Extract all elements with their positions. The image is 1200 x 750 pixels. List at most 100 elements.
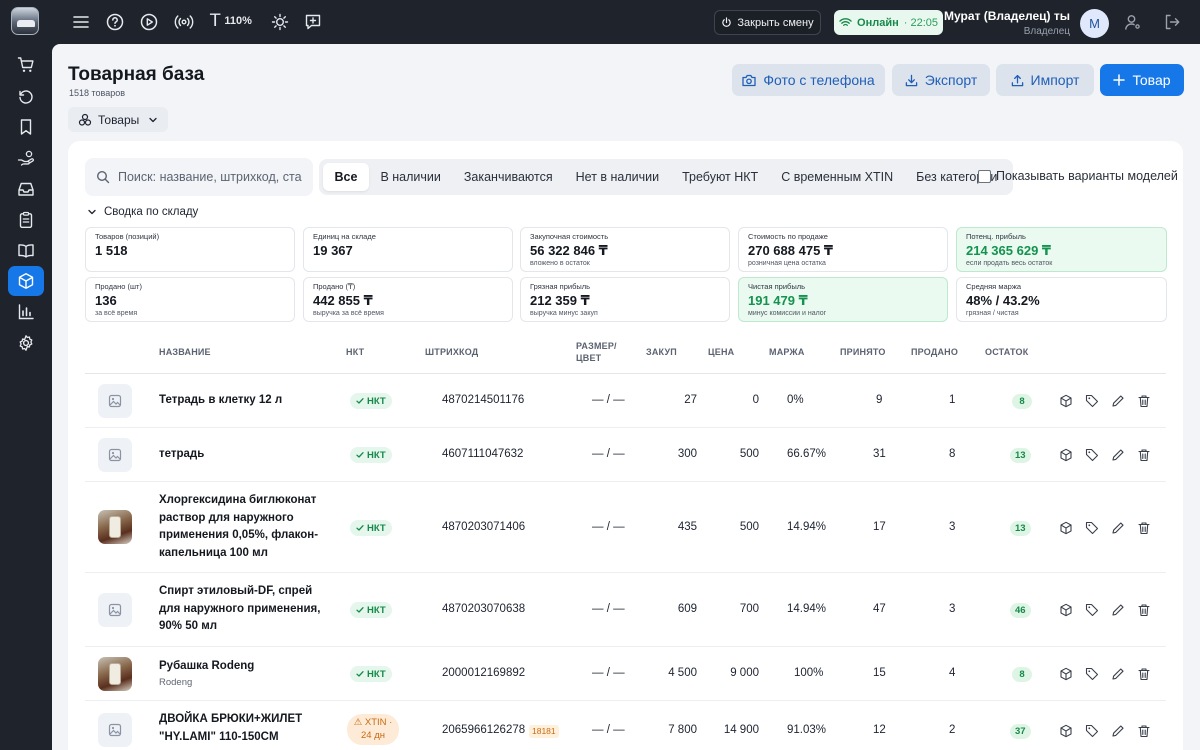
tag-icon[interactable] xyxy=(1084,602,1100,618)
box-icon xyxy=(18,273,34,289)
col-header-stock[interactable]: ОСТАТОК xyxy=(985,347,1029,357)
user-settings-icon[interactable] xyxy=(1122,11,1144,33)
box-icon[interactable] xyxy=(1058,393,1074,409)
filter-out-of-stock[interactable]: Нет в наличии xyxy=(575,170,660,184)
stat-label: Продано (шт) xyxy=(95,282,142,291)
show-variants-toggle[interactable]: Показывать варианты моделей xyxy=(978,169,1178,183)
broadcast-icon[interactable] xyxy=(173,11,195,33)
help-icon[interactable] xyxy=(104,11,126,33)
table-header-divider xyxy=(85,373,1166,374)
col-header-size-color[interactable]: РАЗМЕР/ ЦВЕТ xyxy=(576,340,617,364)
summary-toggle[interactable]: Сводка по складу xyxy=(87,206,198,218)
trash-icon[interactable] xyxy=(1136,602,1152,618)
product-name[interactable]: ДВОЙКА БРЮКИ+ЖИЛЕТ "HY.LAMI" 110-150CM xyxy=(159,711,334,746)
logout-icon[interactable] xyxy=(1161,11,1183,33)
sidebar-item-bookmarks[interactable] xyxy=(8,112,44,142)
trash-icon[interactable] xyxy=(1136,666,1152,682)
sidebar-item-reports[interactable] xyxy=(8,205,44,235)
cubes-icon xyxy=(78,113,92,126)
table-row[interactable]: Хлоргексидина биглюконат раствор для нар… xyxy=(85,482,1166,573)
col-header-margin[interactable]: МАРЖА xyxy=(769,347,805,357)
edit-icon[interactable] xyxy=(1110,666,1126,682)
add-product-button[interactable]: Товар xyxy=(1100,64,1184,96)
sidebar-item-inbox[interactable] xyxy=(8,174,44,204)
tag-icon[interactable] xyxy=(1084,520,1100,536)
tag-icon[interactable] xyxy=(1084,723,1100,739)
stat-sold-revenue: Продано (₸) 442 855 ₸ выручка за всё вре… xyxy=(303,277,513,322)
image-icon xyxy=(108,394,122,408)
search-box[interactable] xyxy=(85,158,313,196)
table-row[interactable]: Тетрадь в клетку 12 л НКТ 4870214501176 … xyxy=(85,374,1166,428)
font-size-control[interactable]: T 110% xyxy=(210,12,252,30)
sidebar-item-cart[interactable] xyxy=(8,50,44,80)
table-row[interactable]: тетрадь НКТ 4607111047632 — / — 300 500 … xyxy=(85,428,1166,482)
col-header-sold[interactable]: ПРОДАНО xyxy=(911,347,959,357)
table-row[interactable]: Рубашка Rodeng Rodeng НКТ 2000012169892 … xyxy=(85,647,1166,701)
col-header-name[interactable]: НАЗВАНИЕ xyxy=(159,347,211,357)
user-role: Владелец xyxy=(1023,26,1070,37)
category-dropdown[interactable]: Товары xyxy=(68,107,169,132)
stat-products: Товаров (позиций) 1 518 xyxy=(85,227,295,272)
filter-running-low[interactable]: Заканчиваются xyxy=(463,170,553,184)
col-header-cost[interactable]: ЗАКУП xyxy=(646,347,677,357)
show-variants-checkbox[interactable] xyxy=(978,169,991,183)
feedback-icon[interactable] xyxy=(302,11,324,33)
sidebar-item-catalog[interactable] xyxy=(8,236,44,266)
box-icon[interactable] xyxy=(1058,602,1074,618)
avatar[interactable]: M xyxy=(1080,9,1109,38)
search-input[interactable] xyxy=(118,170,308,184)
box-icon[interactable] xyxy=(1058,447,1074,463)
app-logo[interactable] xyxy=(11,7,39,35)
tag-icon[interactable] xyxy=(1084,447,1100,463)
product-name[interactable]: Тетрадь в клетку 12 л xyxy=(159,392,329,410)
stat-label: Продано (₸) xyxy=(313,282,356,291)
sidebar-item-products[interactable] xyxy=(8,266,44,296)
col-header-price[interactable]: ЦЕНА xyxy=(708,347,735,357)
theme-sun-icon[interactable] xyxy=(269,11,291,33)
close-shift-button[interactable]: Закрыть смену xyxy=(714,10,821,35)
margin: 0% xyxy=(787,394,804,406)
stat-value: 442 855 ₸ xyxy=(313,293,373,308)
sidebar-item-analytics[interactable] xyxy=(8,297,44,327)
col-header-barcode[interactable]: ШТРИХКОД xyxy=(425,347,479,357)
edit-icon[interactable] xyxy=(1110,723,1126,739)
box-icon[interactable] xyxy=(1058,666,1074,682)
trash-icon[interactable] xyxy=(1136,520,1152,536)
trash-icon[interactable] xyxy=(1136,393,1152,409)
table-row[interactable]: ДВОЙКА БРЮКИ+ЖИЛЕТ "HY.LAMI" 110-150CM ⚠… xyxy=(85,701,1166,750)
edit-icon[interactable] xyxy=(1110,447,1126,463)
product-name[interactable]: Хлоргексидина биглюконат раствор для нар… xyxy=(159,492,329,562)
stat-value: 214 365 629 ₸ xyxy=(966,243,1051,258)
col-header-nkt[interactable]: НКТ xyxy=(346,347,365,357)
photo-from-phone-button[interactable]: Фото с телефона xyxy=(732,64,885,96)
play-video-icon[interactable] xyxy=(138,11,160,33)
import-button[interactable]: Импорт xyxy=(996,64,1094,96)
top-bar: T 110% Закрыть смену Онлайн · 22:05 Мура… xyxy=(0,0,1200,44)
filter-all[interactable]: Все xyxy=(323,163,369,191)
tag-icon[interactable] xyxy=(1084,393,1100,409)
filter-need-nkt[interactable]: Требуют НКТ xyxy=(682,170,759,184)
edit-icon[interactable] xyxy=(1110,520,1126,536)
sidebar-item-discounts[interactable] xyxy=(8,143,44,173)
sidebar-item-returns[interactable] xyxy=(8,81,44,111)
stat-sub: выручка минус закуп xyxy=(530,310,598,317)
product-name[interactable]: тетрадь xyxy=(159,446,329,464)
trash-icon[interactable] xyxy=(1136,447,1152,463)
book-open-icon xyxy=(18,244,34,258)
sidebar-item-settings[interactable] xyxy=(8,328,44,358)
product-name[interactable]: Рубашка Rodeng Rodeng xyxy=(159,658,329,690)
tag-icon[interactable] xyxy=(1084,666,1100,682)
box-icon[interactable] xyxy=(1058,723,1074,739)
table-row[interactable]: Спирт этиловый-DF, спрей для наружного п… xyxy=(85,573,1166,647)
filter-no-category[interactable]: Без категории xyxy=(916,170,998,184)
product-name[interactable]: Спирт этиловый-DF, спрей для наружного п… xyxy=(159,583,329,636)
edit-icon[interactable] xyxy=(1110,602,1126,618)
menu-icon[interactable] xyxy=(70,11,92,33)
trash-icon[interactable] xyxy=(1136,723,1152,739)
edit-icon[interactable] xyxy=(1110,393,1126,409)
col-header-received[interactable]: ПРИНЯТО xyxy=(840,347,886,357)
filter-in-stock[interactable]: В наличии xyxy=(380,170,441,184)
export-button[interactable]: Экспорт xyxy=(892,64,990,96)
box-icon[interactable] xyxy=(1058,520,1074,536)
filter-temp-xtin[interactable]: С временным XTIN xyxy=(781,170,894,184)
